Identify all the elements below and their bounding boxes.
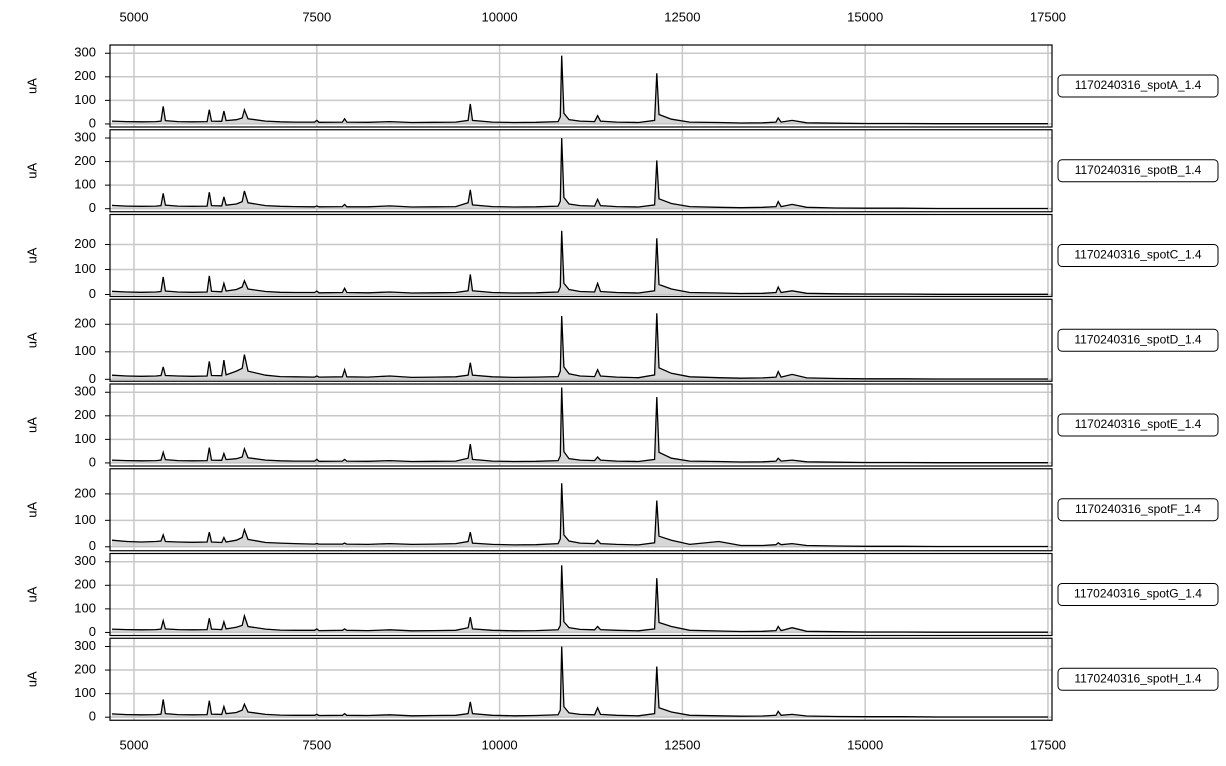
panel-frame xyxy=(109,44,1053,128)
line xyxy=(111,137,1048,210)
panel-bg xyxy=(110,299,1052,382)
line xyxy=(111,565,1048,633)
panel-bg xyxy=(110,214,1052,297)
x-tick-label: 15000 xyxy=(847,737,883,752)
panel-bg xyxy=(110,638,1052,721)
x-tick-label: 10000 xyxy=(482,737,518,752)
y-tick-label: 300 xyxy=(74,638,96,653)
panel-frame xyxy=(109,383,1053,467)
y-axis-label: uA xyxy=(24,162,39,178)
series-label-box xyxy=(1057,328,1219,352)
x-tick-label: 12500 xyxy=(664,737,700,752)
panel-bg xyxy=(110,468,1052,551)
x-tick-label: 15000 xyxy=(847,9,883,24)
y-tick-label: 0 xyxy=(89,115,96,130)
legend-label: 1170240316_spotB_1.4 xyxy=(1075,163,1202,177)
x-tick-label: 10000 xyxy=(482,9,518,24)
y-tick-label: 200 xyxy=(74,661,96,676)
y-tick-label: 300 xyxy=(74,384,96,399)
y-tick-label: 100 xyxy=(74,685,96,700)
y-tick-label: 100 xyxy=(74,343,96,358)
series-label-box xyxy=(1057,583,1219,606)
line xyxy=(111,230,1048,295)
x-tick-label: 5000 xyxy=(120,9,149,24)
y-axis-label: uA xyxy=(24,586,39,602)
x-tick-label: 17500 xyxy=(1030,737,1066,752)
y-tick-label: 100 xyxy=(74,600,96,615)
y-tick-label: 0 xyxy=(89,709,96,724)
y-tick-label: 200 xyxy=(74,577,96,592)
series-label-box xyxy=(1057,498,1219,522)
legend-label: 1170240316_spotH_1.4 xyxy=(1074,671,1202,685)
panel-frame xyxy=(109,468,1053,552)
y-tick-label: 0 xyxy=(89,624,96,639)
x-tick-label: 5000 xyxy=(120,737,149,752)
y-tick-label: 0 xyxy=(89,200,96,215)
panel-bg xyxy=(110,45,1052,127)
y-tick-label: 0 xyxy=(89,371,96,386)
panel-bg xyxy=(110,129,1052,212)
y-tick-label: 300 xyxy=(74,553,96,568)
line xyxy=(111,646,1048,718)
y-tick-label: 200 xyxy=(74,316,96,331)
series-label-box xyxy=(1057,244,1219,267)
legend-label: 1170240316_spotC_1.4 xyxy=(1074,248,1202,262)
panel-frame xyxy=(109,298,1053,382)
y-axis-label: uA xyxy=(24,671,39,687)
y-axis-label: uA xyxy=(24,332,39,348)
panel-bg xyxy=(110,384,1052,466)
y-tick-label: 200 xyxy=(74,68,96,83)
line xyxy=(111,387,1048,464)
y-tick-label: 0 xyxy=(89,286,96,301)
y-tick-label: 100 xyxy=(74,261,96,276)
y-tick-label: 0 xyxy=(89,538,96,553)
y-tick-label: 200 xyxy=(74,485,96,500)
y-tick-label: 100 xyxy=(74,431,96,446)
y-tick-label: 200 xyxy=(74,153,96,168)
panel-frame xyxy=(109,129,1053,213)
y-tick-label: 300 xyxy=(74,129,96,144)
x-tick-label: 17500 xyxy=(1030,9,1066,24)
series-label-box xyxy=(1057,74,1219,98)
x-tick-label: 7500 xyxy=(302,737,331,752)
y-tick-label: 200 xyxy=(74,407,96,422)
y-tick-label: 100 xyxy=(74,92,96,107)
y-tick-label: 300 xyxy=(74,45,96,60)
series-label-box xyxy=(1057,413,1219,437)
y-tick-label: 200 xyxy=(74,236,96,251)
y-axis-label: uA xyxy=(24,78,39,94)
panel-frame xyxy=(109,637,1053,721)
panel-bg xyxy=(110,553,1052,636)
legend-label: 1170240316_spotF_1.4 xyxy=(1075,502,1201,516)
panel-frame xyxy=(109,552,1053,637)
panel-frame xyxy=(109,213,1053,298)
y-tick-label: 100 xyxy=(74,512,96,527)
legend-label: 1170240316_spotA_1.4 xyxy=(1075,78,1202,92)
series-label-box xyxy=(1057,159,1219,183)
y-axis-label: uA xyxy=(24,417,39,433)
y-axis-label: uA xyxy=(24,501,39,517)
line xyxy=(111,483,1048,548)
y-axis-label: uA xyxy=(24,247,39,263)
legend-label: 1170240316_spotG_1.4 xyxy=(1074,587,1202,601)
x-tick-label: 12500 xyxy=(664,9,700,24)
legend-label: 1170240316_spotD_1.4 xyxy=(1074,332,1202,346)
y-tick-label: 0 xyxy=(89,454,96,469)
x-tick-label: 7500 xyxy=(302,9,331,24)
legend-label: 1170240316_spotE_1.4 xyxy=(1075,417,1202,431)
y-tick-label: 100 xyxy=(74,177,96,192)
line xyxy=(111,55,1048,125)
series-label-box xyxy=(1057,667,1219,691)
line xyxy=(111,313,1048,380)
